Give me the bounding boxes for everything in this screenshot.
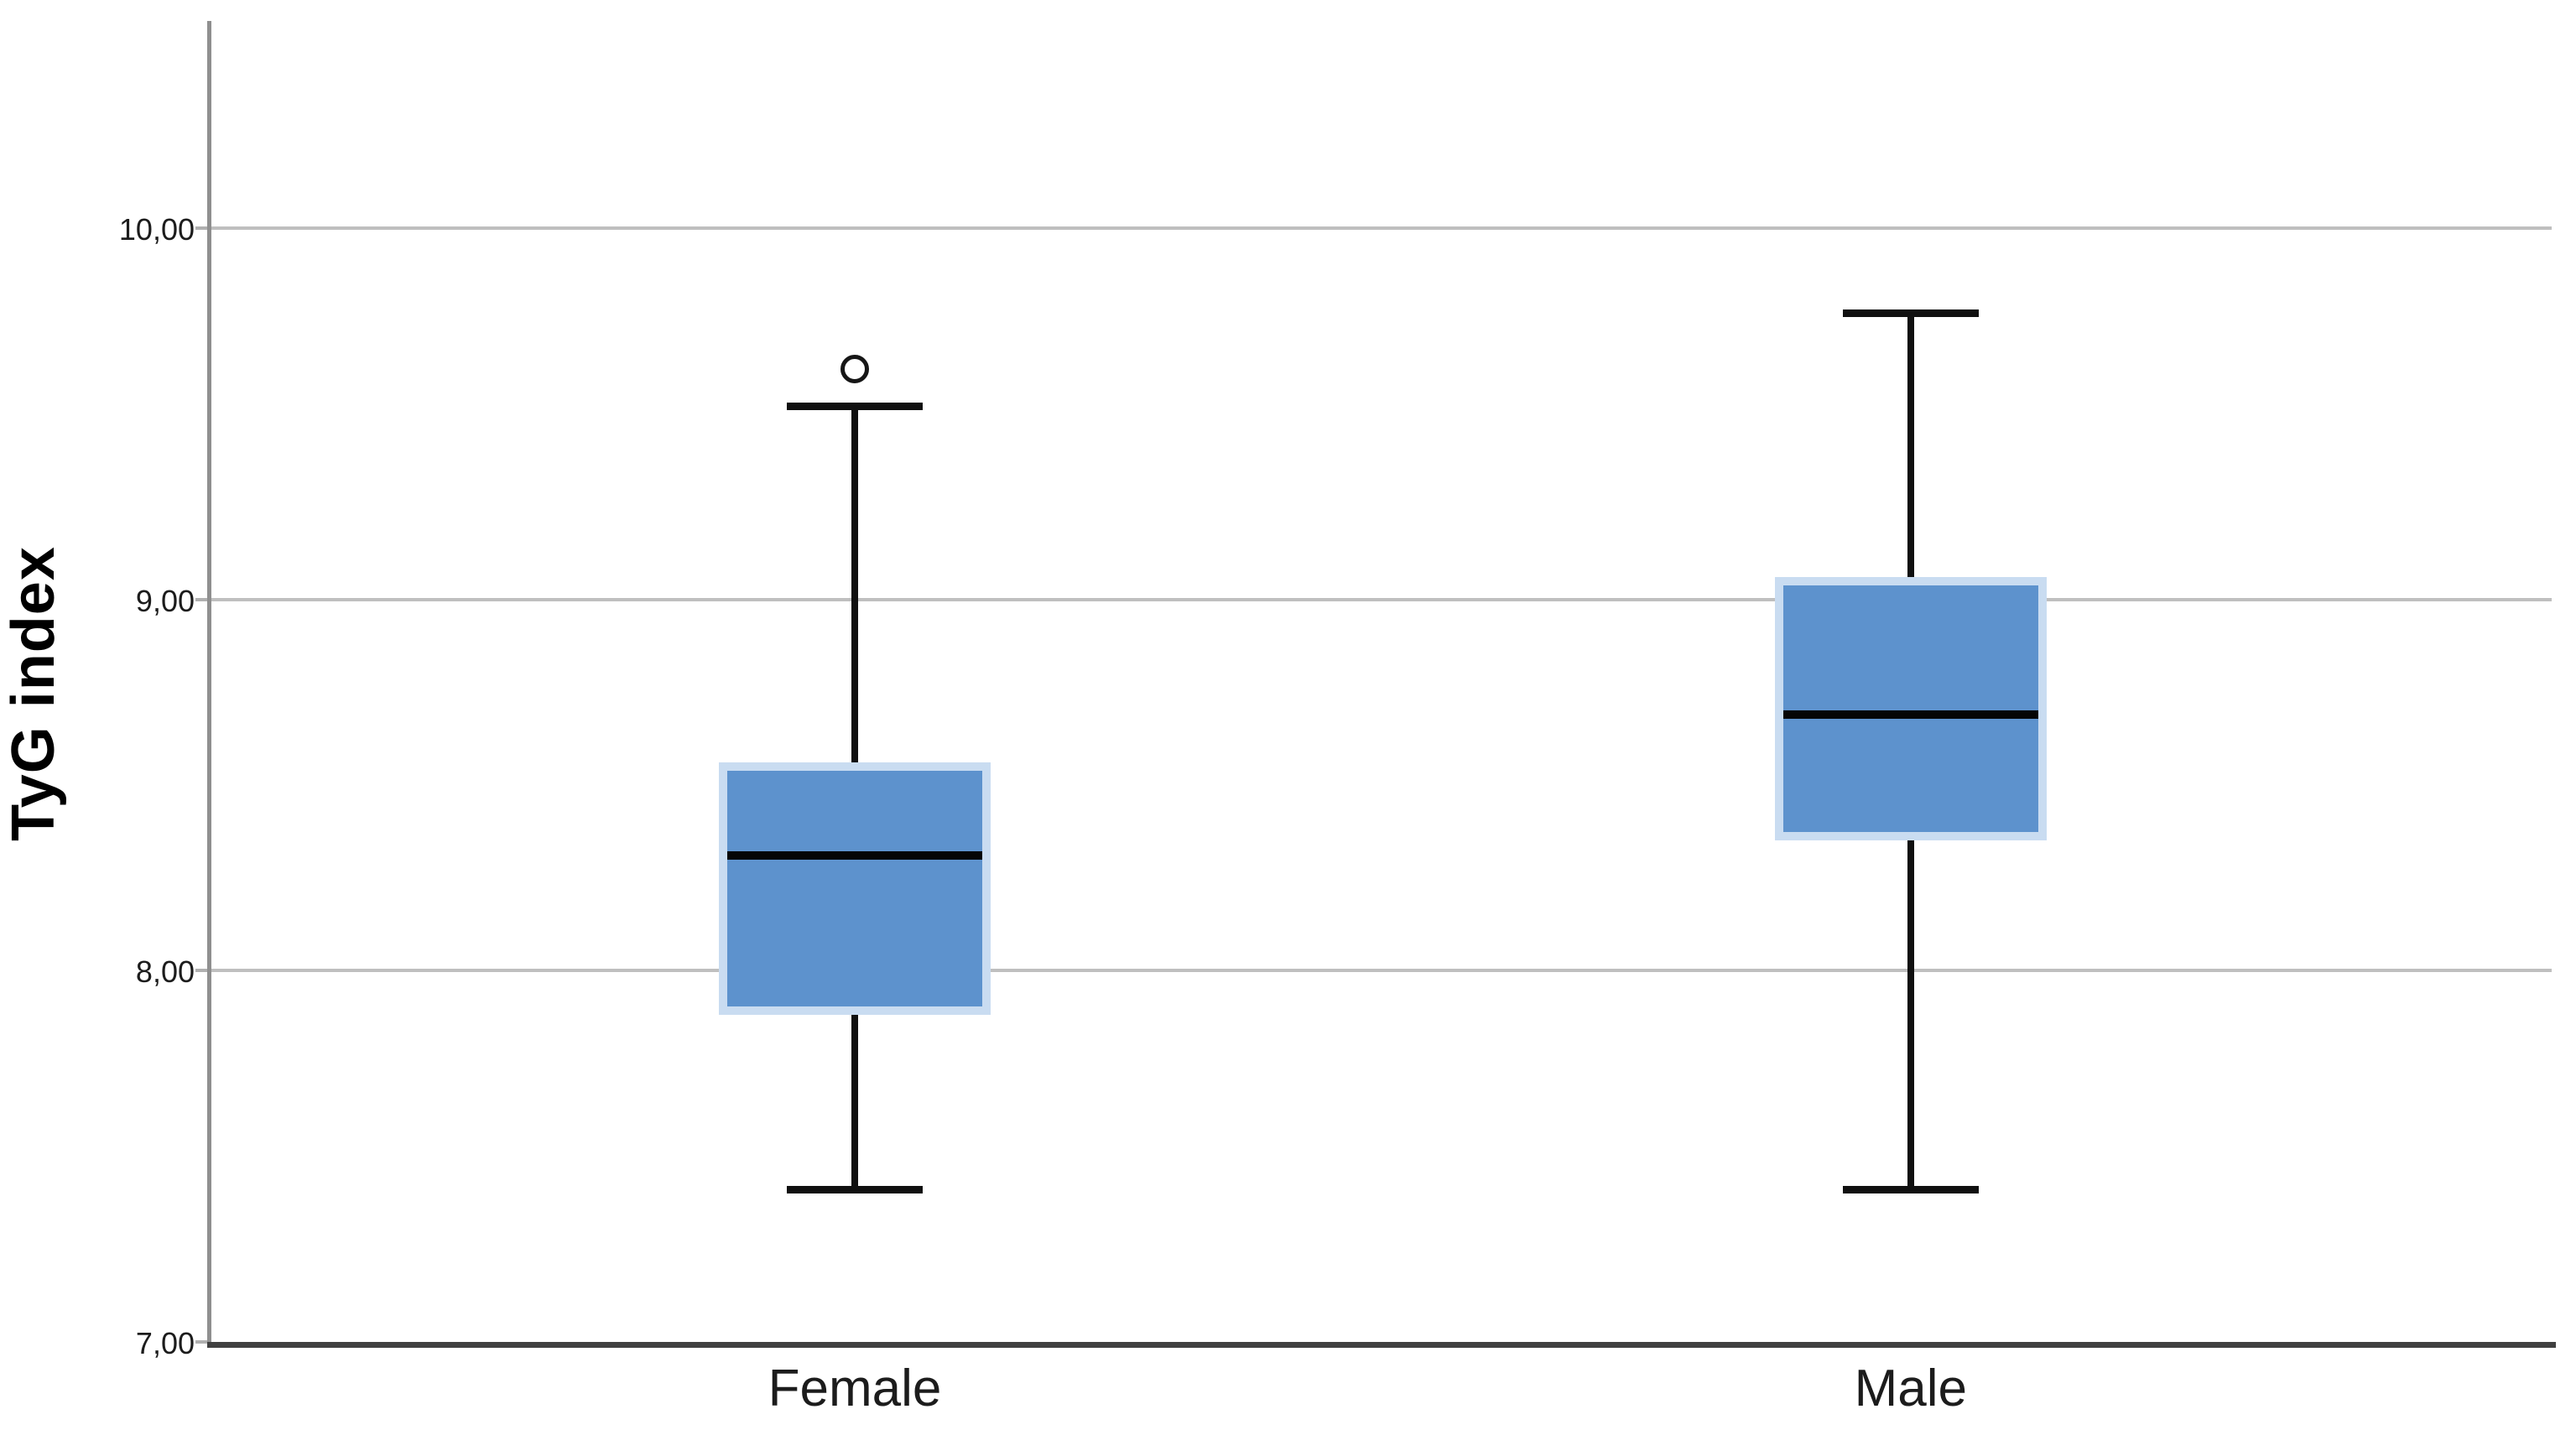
y-tick-mark xyxy=(195,597,207,601)
whisker-cap-bottom-male xyxy=(1842,1186,1979,1193)
y-tick-mark xyxy=(195,969,207,973)
whisker-line-upper-female xyxy=(851,406,858,763)
median-line-female xyxy=(726,851,982,861)
y-tick-label: 7,00 xyxy=(135,1326,195,1360)
x-axis-line xyxy=(207,1342,2556,1348)
box-male xyxy=(1774,577,2047,841)
whisker-line-lower-male xyxy=(1907,840,1914,1190)
box-female xyxy=(718,762,991,1016)
y-axis-line xyxy=(207,21,211,1348)
y-tick-mark xyxy=(195,226,207,230)
gridline xyxy=(207,969,2552,973)
y-tick-label: 9,00 xyxy=(135,583,195,618)
whisker-line-lower-female xyxy=(851,1015,858,1190)
outlier-point-female xyxy=(840,355,869,384)
median-line-male xyxy=(1782,710,2038,719)
x-category-label-male: Male xyxy=(1854,1360,1968,1417)
gridline xyxy=(207,226,2552,230)
gridline xyxy=(207,597,2552,601)
y-tick-label: 8,00 xyxy=(135,954,195,990)
whisker-line-upper-male xyxy=(1907,313,1914,578)
y-tick-label: 10,00 xyxy=(118,211,195,247)
y-tick-mark xyxy=(195,1340,207,1344)
whisker-cap-bottom-female xyxy=(786,1186,923,1193)
whisker-cap-top-male xyxy=(1842,309,1979,318)
whisker-cap-top-female xyxy=(786,402,923,410)
x-category-label-female: Female xyxy=(768,1360,942,1417)
